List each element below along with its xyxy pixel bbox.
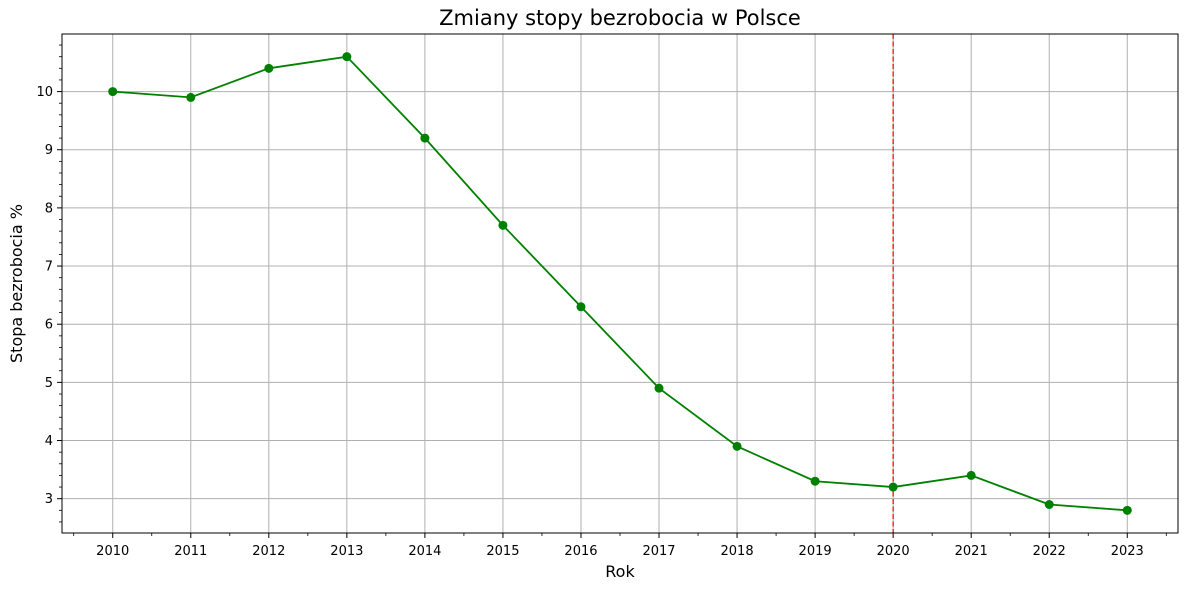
y-tick-label: 7 [45, 260, 53, 275]
data-point [888, 482, 898, 492]
y-tick-label: 9 [45, 143, 53, 158]
data-point [576, 302, 586, 312]
x-tick-label: 2019 [799, 544, 832, 559]
y-tick-label: 5 [45, 376, 53, 391]
x-tick-label: 2023 [1111, 544, 1144, 559]
x-tick-label: 2010 [96, 544, 129, 559]
data-point [264, 63, 274, 73]
x-tick-label: 2015 [486, 544, 519, 559]
data-point [420, 133, 430, 143]
x-tick-label: 2016 [564, 544, 597, 559]
x-axis-label: Rok [605, 562, 635, 581]
data-point [1044, 500, 1054, 510]
y-tick-label: 10 [36, 85, 53, 100]
ticks: 2010 2011 2012 2013 2014 2015 2016 2017 2018 2019… [36, 44, 1167, 559]
y-tick-label: 4 [45, 434, 53, 449]
x-tick-label: 2013 [330, 544, 363, 559]
x-tick-label: 2014 [408, 544, 441, 559]
data-point [186, 92, 196, 102]
series-layer [108, 52, 1132, 515]
y-tick-label: 6 [45, 318, 53, 333]
x-tick-label: 2011 [174, 544, 207, 559]
data-point [966, 470, 976, 480]
x-tick-label: 2022 [1033, 544, 1066, 559]
x-tick-label: 2020 [877, 544, 910, 559]
x-tick-label: 2012 [252, 544, 285, 559]
data-point [810, 476, 820, 486]
y-tick-label: 3 [45, 492, 53, 507]
y-axis-label: Stopa bezrobocia % [7, 204, 26, 363]
data-point [1122, 505, 1132, 515]
chart-title: Zmiany stopy bezrobocia w Polsce [439, 6, 801, 30]
x-tick-label: 2017 [642, 544, 675, 559]
x-tick-label: 2021 [955, 544, 988, 559]
data-point [498, 220, 508, 230]
data-point [108, 87, 118, 97]
data-point [342, 52, 352, 62]
data-point [732, 441, 742, 451]
data-point [654, 383, 664, 393]
series-line [112, 55, 1128, 512]
y-tick-label: 8 [45, 201, 53, 216]
x-tick-label: 2018 [721, 544, 754, 559]
